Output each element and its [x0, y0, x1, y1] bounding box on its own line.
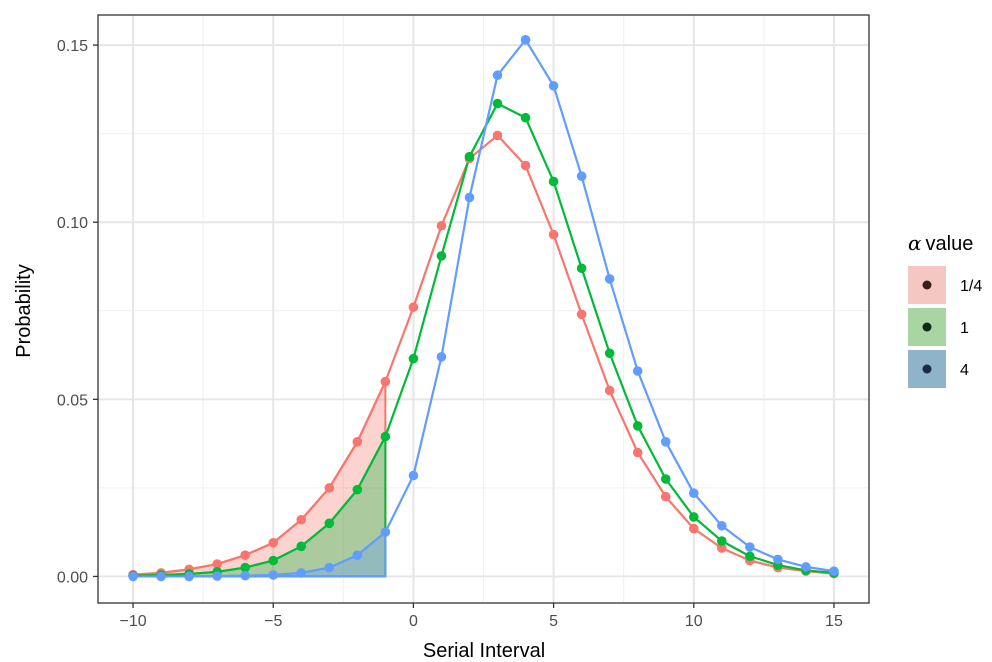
data-point-3 [773, 554, 783, 565]
data-point-2 [408, 353, 419, 364]
legend-items: 1/4 1 4 [908, 266, 982, 388]
data-point-3 [829, 566, 839, 576]
data-point-2 [324, 518, 335, 529]
data-point-2 [492, 98, 503, 109]
grid-major [98, 15, 869, 603]
data-point-3 [268, 570, 279, 580]
legend-label-3: 4 [960, 362, 969, 379]
data-point-2 [352, 484, 363, 495]
data-point-3 [436, 352, 447, 362]
data-point-3 [128, 571, 138, 582]
data-point-2 [632, 421, 643, 431]
data-point-2 [604, 348, 615, 359]
data-point-3 [492, 70, 503, 81]
x-tick-label: 10 [685, 613, 703, 630]
legend-title: α value [908, 231, 973, 255]
data-point-3 [576, 171, 587, 181]
data-point-2 [380, 431, 391, 442]
data-point-2 [240, 562, 250, 573]
data-point-3 [604, 274, 615, 284]
data-point-2 [660, 474, 671, 484]
x-tick-label: 5 [549, 613, 558, 630]
legend-label-1: 1/4 [960, 278, 982, 295]
data-point-2 [520, 112, 531, 123]
data-point-2 [268, 555, 279, 566]
data-point-2 [717, 536, 727, 546]
data-point-1 [520, 160, 531, 171]
series-points [128, 35, 839, 582]
data-point-3 [352, 550, 363, 560]
data-point-2 [296, 541, 307, 552]
shaded-areas [132, 380, 387, 578]
y-tick-label: 0.10 [57, 215, 88, 232]
data-point-3 [184, 571, 194, 582]
legend-label-2: 1 [960, 320, 969, 337]
data-point-1 [632, 447, 643, 458]
data-point-1 [324, 483, 335, 493]
x-tick-label: 0 [409, 613, 418, 630]
data-point-1 [717, 543, 727, 553]
data-point-1 [576, 309, 587, 320]
data-point-2 [464, 151, 475, 162]
data-point-1 [548, 229, 559, 240]
data-point-3 [212, 571, 222, 581]
data-point-3 [240, 570, 250, 581]
data-point-1 [212, 559, 222, 569]
legend-key-dot-1 [922, 280, 932, 290]
data-point-3 [717, 520, 727, 531]
data-point-3 [548, 81, 559, 91]
data-point-1 [268, 537, 279, 548]
axis-ticks [93, 44, 835, 608]
data-point-1 [660, 491, 671, 502]
data-point-2 [688, 512, 699, 522]
x-axis-title: Serial Interval [423, 640, 545, 662]
data-point-3 [520, 35, 531, 45]
x-tick-label: −10 [119, 613, 146, 630]
x-tick-label: 15 [825, 613, 843, 630]
y-tick-label: 0.00 [57, 569, 88, 586]
data-point-1 [436, 220, 447, 231]
legend-title-symbol: α [908, 231, 922, 255]
data-point-1 [352, 437, 363, 447]
y-tick-labels: 0.00 0.05 0.10 0.15 [57, 38, 88, 586]
data-point-3 [688, 488, 699, 498]
data-point-1 [296, 514, 307, 525]
y-axis-title: Probability [13, 264, 35, 357]
data-point-3 [745, 542, 755, 552]
legend-key-dot-2 [922, 322, 932, 332]
y-tick-label: 0.15 [57, 38, 88, 55]
data-point-3 [632, 366, 643, 376]
data-point-2 [436, 251, 447, 261]
data-point-3 [464, 192, 475, 203]
data-point-2 [576, 263, 587, 274]
data-point-1 [380, 376, 391, 387]
data-point-3 [324, 562, 335, 573]
y-tick-label: 0.05 [57, 392, 88, 409]
data-point-1 [240, 550, 250, 560]
data-point-3 [801, 562, 811, 572]
plot-panel-border [97, 14, 870, 604]
x-tick-label: −5 [264, 613, 282, 630]
data-point-1 [492, 130, 503, 141]
data-point-3 [380, 527, 391, 537]
data-point-3 [660, 437, 671, 447]
legend-key-dot-3 [922, 364, 932, 374]
data-point-1 [408, 302, 419, 313]
data-point-1 [604, 385, 615, 396]
data-point-3 [156, 571, 166, 582]
grid-minor [98, 15, 869, 603]
legend-title-text: value [926, 233, 974, 255]
legend: α value 1/4 1 4 [908, 231, 982, 388]
series-line-2 [133, 102, 835, 577]
x-tick-labels: −10 −5 0 5 10 15 [119, 613, 842, 630]
data-point-3 [408, 470, 419, 481]
series-line-1 [132, 134, 835, 576]
data-point-2 [548, 176, 559, 187]
data-point-2 [745, 551, 755, 562]
data-point-3 [296, 568, 307, 578]
data-point-1 [688, 523, 699, 534]
